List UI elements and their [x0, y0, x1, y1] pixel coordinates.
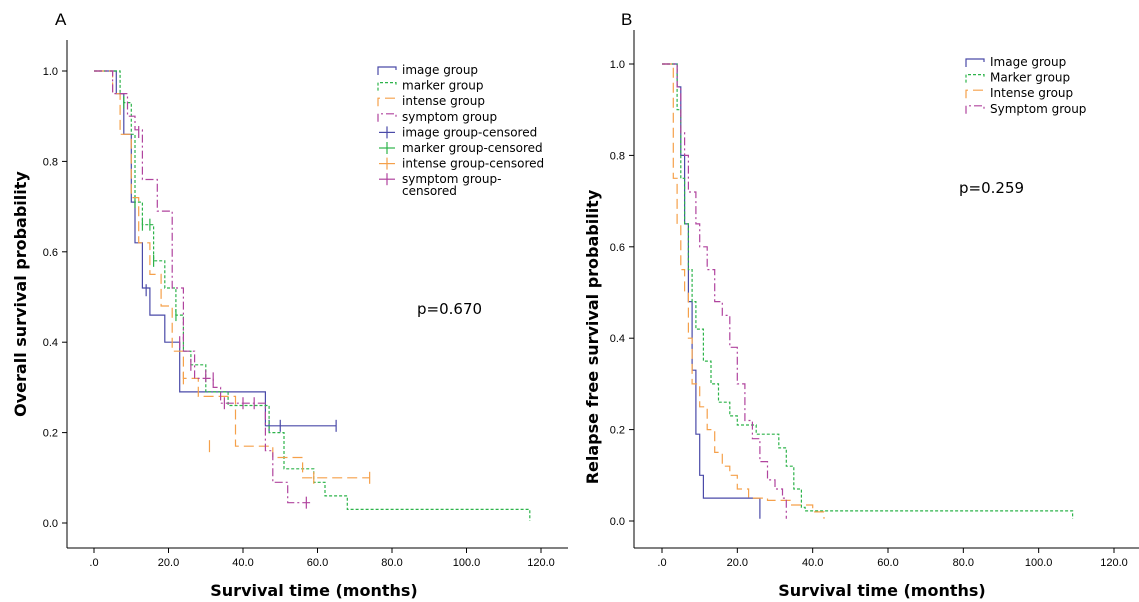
x-tick-label: 100.0	[453, 557, 481, 569]
series-line-symptom-group	[94, 70, 311, 504]
chart-panel-b: .0 20.0 40.0 60.0 80.0 100.0 120.0 0.0 0.2 0.4 0.6…	[583, 30, 1139, 600]
panel-letter-b: B	[621, 10, 633, 29]
y-axis-title: Relapse free survival probability	[583, 189, 602, 484]
legend-label: Marker group	[990, 71, 1070, 85]
y-tick-label: 0.4	[43, 337, 58, 349]
x-tick-label: .0	[89, 557, 98, 569]
x-tick-label: 120.0	[527, 557, 555, 569]
x-axis-title: Survival time (months)	[778, 581, 985, 600]
legend-label: marker group-censored	[402, 141, 543, 155]
p-value-annotation: p=0.670	[417, 300, 482, 318]
legend-label: intense group-censored	[402, 157, 544, 171]
x-tick-label: 60.0	[307, 557, 328, 569]
legend-label: Intense group	[990, 86, 1073, 100]
x-tick-label: 120.0	[1100, 557, 1128, 569]
legend-swatch	[377, 113, 397, 122]
series-line-intense-group	[662, 63, 825, 519]
series-line-image-group	[662, 63, 761, 519]
x-tick-label: 100.0	[1025, 557, 1053, 569]
y-tick-label: 0.0	[43, 518, 58, 530]
x-tick-label: 40.0	[802, 557, 823, 569]
legend-label: image group-censored	[402, 125, 537, 139]
series-line-intense-group	[94, 70, 370, 479]
y-tick-label: 0.6	[43, 247, 58, 259]
x-tick-label: 20.0	[158, 557, 179, 569]
x-tick-label: 40.0	[232, 557, 253, 569]
series-line-image-group	[94, 70, 337, 427]
legend-label: marker group	[402, 79, 483, 93]
legend-swatch	[965, 105, 985, 114]
x-tick-label: .0	[657, 557, 666, 569]
y-tick-label: 0.2	[610, 425, 625, 437]
y-tick-label: 0.8	[43, 156, 58, 168]
legend-label: intense group	[402, 94, 485, 108]
x-axis-title: Survival time (months)	[210, 581, 417, 600]
legend-swatch	[377, 97, 397, 107]
x-tick-label: 80.0	[381, 557, 402, 569]
legend-label: symptom group	[402, 110, 497, 124]
legend-swatch	[965, 74, 985, 83]
legend-label: symptom group-	[402, 172, 501, 186]
y-tick-label: 0.6	[610, 242, 625, 254]
series-line-symptom-group	[662, 63, 787, 519]
x-tick-label: 60.0	[877, 557, 898, 569]
y-tick-label: 1.0	[43, 66, 58, 78]
legend-label: Symptom group	[990, 102, 1086, 116]
legend-label: censored	[402, 184, 457, 198]
y-tick-label: 0.8	[610, 150, 625, 162]
legend-swatch	[377, 82, 397, 91]
p-value-annotation: p=0.259	[959, 179, 1024, 197]
chart-panel-a: .0 20.0 40.0 60.0 80.0 100.0 120.0 0.0 0.2 0.4 0.6…	[11, 40, 568, 600]
y-tick-label: 0.4	[610, 333, 625, 345]
y-tick-label: 0.2	[43, 428, 58, 440]
x-tick-label: 20.0	[727, 557, 748, 569]
panel-letter-a: A	[55, 10, 67, 29]
legend-label: Image group	[990, 55, 1066, 69]
legend-label: image group	[402, 63, 478, 77]
x-tick-label: 80.0	[953, 557, 974, 569]
legend-swatch	[965, 58, 985, 67]
y-tick-label: 0.0	[610, 516, 625, 528]
legend-swatch	[965, 89, 985, 99]
series-line-marker-group	[662, 63, 1074, 519]
legend-swatch	[377, 66, 397, 75]
y-axis-title: Overall survival probability	[11, 171, 30, 417]
y-tick-label: 1.0	[610, 59, 625, 71]
